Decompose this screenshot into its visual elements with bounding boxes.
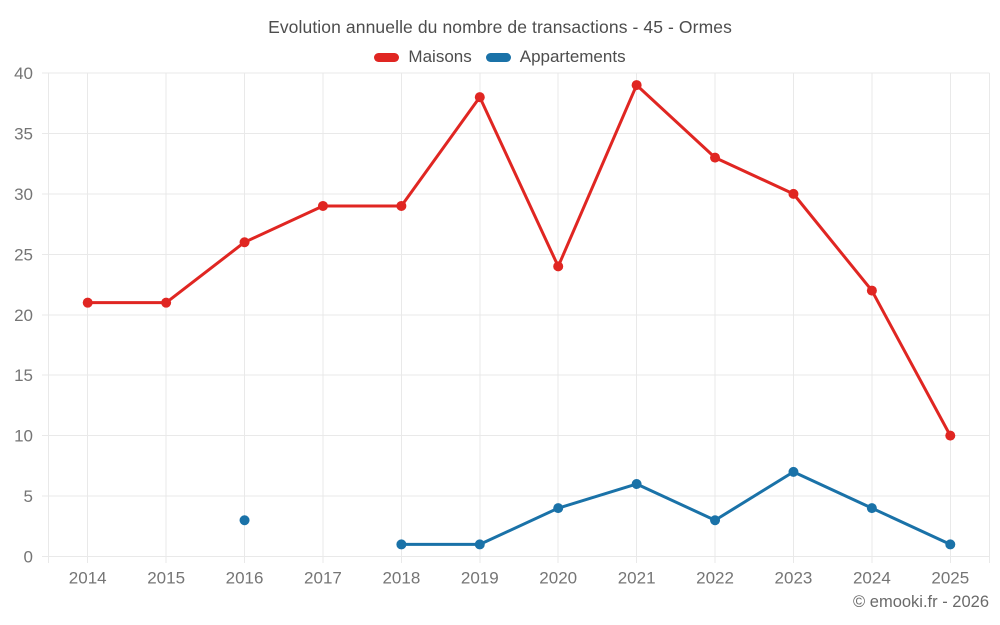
legend-swatch-maisons-icon (374, 52, 400, 62)
data-point-appartements-2022[interactable] (710, 515, 721, 526)
x-tick-label: 2021 (618, 569, 656, 588)
x-tick-label: 2023 (775, 569, 813, 588)
x-tick-label: 2018 (382, 569, 420, 588)
data-point-maisons-2023[interactable] (788, 188, 799, 199)
data-point-appartements-2019[interactable] (474, 539, 485, 550)
data-point-appartements-2016[interactable] (239, 515, 250, 526)
legend-swatch-appartements-rect (485, 52, 511, 62)
data-point-maisons-2021[interactable] (631, 80, 642, 91)
x-tick-label: 2022 (696, 569, 734, 588)
y-tick-label: 20 (14, 306, 33, 325)
y-tick-label: 5 (24, 487, 33, 506)
data-point-maisons-2020[interactable] (553, 261, 564, 272)
y-tick-label: 30 (14, 185, 33, 204)
legend-item-appartements[interactable]: Appartements (485, 47, 626, 67)
chart-title: Evolution annuelle du nombre de transact… (268, 17, 732, 37)
y-tick-label: 15 (14, 366, 33, 385)
x-tick-label: 2014 (69, 569, 107, 588)
data-point-appartements-2020[interactable] (553, 503, 564, 514)
x-tick-label: 2025 (931, 569, 969, 588)
x-tick-label: 2020 (539, 569, 577, 588)
data-point-maisons-2017[interactable] (317, 200, 328, 211)
data-point-maisons-2024[interactable] (866, 285, 877, 296)
y-tick-label: 25 (14, 245, 33, 264)
data-point-maisons-2016[interactable] (239, 237, 250, 248)
legend-label-appartements: Appartements (519, 47, 626, 66)
legend-label-maisons: Maisons (408, 47, 472, 66)
data-point-maisons-2022[interactable] (710, 152, 721, 163)
data-point-maisons-2014[interactable] (82, 297, 93, 308)
data-point-maisons-2018[interactable] (396, 200, 407, 211)
x-tick-label: 2015 (147, 569, 185, 588)
legend-swatch-appartements-icon (485, 52, 511, 62)
x-tick-label: 2017 (304, 569, 342, 588)
data-point-maisons-2019[interactable] (474, 92, 485, 103)
data-point-appartements-2025[interactable] (945, 539, 956, 550)
data-point-maisons-2025[interactable] (945, 430, 956, 441)
series-line-maisons (86, 83, 952, 438)
legend-swatch-maisons-rect (374, 52, 400, 62)
copyright-text: © emooki.fr - 2026 (853, 593, 989, 611)
x-tick-label: 2019 (461, 569, 499, 588)
y-tick-label: 10 (14, 427, 33, 446)
data-point-maisons-2015[interactable] (161, 297, 172, 308)
legend-item-maisons[interactable]: Maisons (374, 47, 472, 67)
series-line-appartements (399, 470, 952, 546)
y-tick-label: 35 (14, 124, 33, 143)
y-tick-label: 40 (14, 64, 33, 83)
data-point-appartements-2021[interactable] (631, 478, 642, 489)
data-point-appartements-2023[interactable] (788, 466, 799, 477)
x-tick-label: 2016 (226, 569, 264, 588)
chart-legend: Maisons Appartements (0, 47, 1000, 67)
x-tick-label: 2024 (853, 569, 891, 588)
y-tick-label: 0 (24, 548, 33, 567)
data-point-appartements-2024[interactable] (866, 503, 877, 514)
data-point-appartements-2018[interactable] (396, 539, 407, 550)
